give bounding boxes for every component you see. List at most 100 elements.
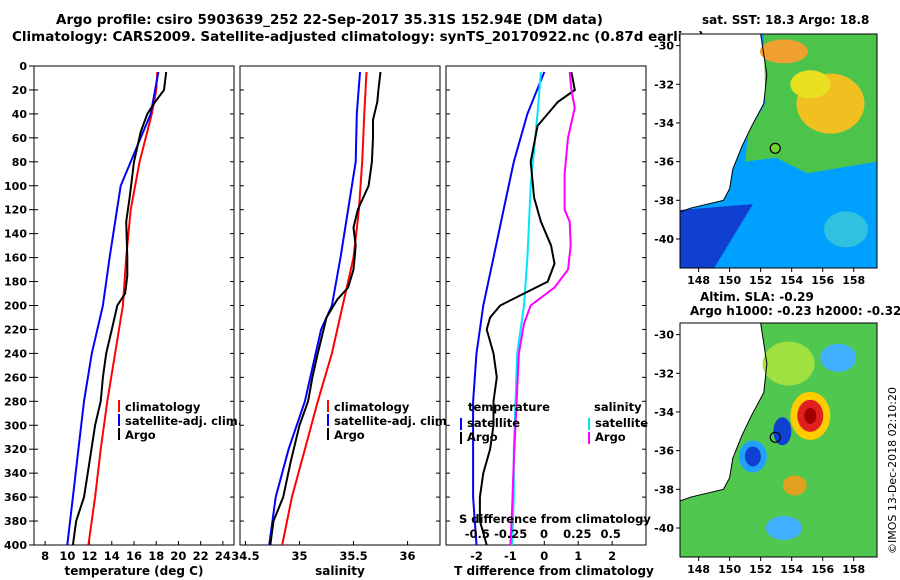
depth-tick-label: 140	[4, 228, 27, 241]
x-tick-label: 8	[41, 549, 49, 563]
x-tick-label: 10	[59, 549, 75, 563]
x-tick-label: 0	[540, 549, 548, 563]
depth-tick-label: 260	[4, 371, 27, 384]
lon-tick-label: 156	[811, 274, 834, 287]
depth-tick-label: 320	[4, 443, 27, 456]
sla-low-core	[744, 446, 761, 467]
sla-map: -30 -32 -34 -36 -38 -40 148 150 152 154 156 158	[654, 322, 878, 576]
legend-title-salinity: salinity	[594, 400, 642, 414]
sst-cold-water	[680, 204, 753, 268]
s-tick-label: -0.5	[465, 527, 490, 541]
x-tick-label: -2	[470, 549, 483, 563]
legend-title-temperature: temperature	[468, 400, 550, 414]
x-tick-label: 35.5	[339, 549, 367, 563]
lat-tick-label: -40	[654, 233, 674, 246]
depth-tick-label: 160	[4, 252, 27, 265]
lon-tick-label: 148	[687, 274, 710, 287]
lat-tick-label: -36	[654, 156, 674, 169]
sst-cool-patch	[823, 211, 868, 248]
series-s-argo	[509, 71, 576, 546]
x-axis-label: T difference from climatology	[454, 564, 654, 578]
x-tick-label: 1	[574, 549, 582, 563]
float-marker	[769, 431, 781, 443]
coastline	[680, 34, 768, 213]
x-tick-label: 14	[104, 549, 120, 563]
legend-label: climatology	[125, 400, 201, 414]
depth-tick-label: 40	[12, 108, 28, 121]
s-axis-label: S difference from climatology	[459, 512, 651, 526]
sla-high-core	[804, 407, 817, 424]
sla-map-frame	[679, 322, 878, 558]
series-t-argo	[478, 71, 576, 546]
x-tick-label: 35	[291, 549, 307, 563]
float-marker	[769, 142, 781, 154]
s-tick-label: 0.25	[563, 527, 591, 541]
depth-tick-label: 20	[12, 84, 28, 97]
lon-tick-label: 152	[749, 563, 772, 576]
sla-title-line1: Altim. SLA: -0.29	[700, 290, 814, 304]
legend-label: satellite-adj. clim.	[334, 414, 451, 428]
figure-title-line1: Argo profile: csiro 5903639_252 22-Sep-2…	[56, 12, 603, 28]
depth-tick-label: 300	[4, 419, 27, 432]
legend-label: Argo	[125, 428, 156, 442]
sst-warm-core	[790, 70, 831, 99]
depth-tick-label: 340	[4, 467, 27, 480]
x-tick-label: 16	[126, 549, 142, 563]
x-tick-label: 20	[170, 549, 186, 563]
depth-tick-label: 0	[19, 60, 27, 73]
legend-label: Argo	[467, 430, 498, 444]
lat-tick-label: -34	[654, 406, 674, 419]
imos-credit: ©IMOS 13-Dec-2018 02:10:20	[886, 387, 899, 554]
x-axis-label: temperature (deg C)	[65, 564, 204, 578]
legend-label: satellite	[467, 416, 520, 430]
lat-tick-label: -38	[654, 194, 674, 207]
lat-tick-label: -40	[654, 522, 674, 535]
depth-tick-label: 360	[4, 491, 27, 504]
depth-tick-label: 180	[4, 276, 27, 289]
x-tick-label: -1	[504, 549, 517, 563]
lon-tick-label: 148	[687, 563, 710, 576]
s-tick-label: 0	[540, 527, 548, 541]
depth-tick-label: 60	[12, 132, 28, 145]
legend-label: satellite	[595, 416, 648, 430]
depth-tick-label: 380	[4, 515, 27, 528]
sla-title-line2: Argo h1000: -0.23 h2000: -0.32	[690, 304, 900, 318]
coastline	[680, 323, 768, 502]
sla-map-field	[680, 323, 877, 557]
depth-tick-label: 280	[4, 395, 27, 408]
lon-tick-label: 156	[811, 563, 834, 576]
s-tick-label: -0.25	[494, 527, 527, 541]
sst-map: -30 -32 -34 -36 -38 -40 148 150 152 154 156 158	[654, 33, 878, 287]
sla-low	[773, 417, 792, 446]
lat-tick-label: -32	[654, 367, 674, 380]
series-climatology	[87, 71, 159, 546]
depth-tick-label: 400	[4, 539, 27, 552]
lat-tick-label: -34	[654, 117, 674, 130]
series-climatology	[281, 71, 368, 546]
x-tick-label: 22	[193, 549, 209, 563]
x-tick-label: 24	[215, 549, 231, 563]
series-argo	[71, 71, 168, 546]
lat-tick-label: -36	[654, 445, 674, 458]
series-argo	[269, 71, 382, 546]
lon-tick-label: 150	[718, 274, 741, 287]
figure-title-line2: Climatology: CARS2009. Satellite-adjuste…	[12, 29, 705, 45]
sla-low	[820, 343, 857, 372]
lon-tick-label: 158	[842, 274, 865, 287]
lon-tick-label: 152	[749, 274, 772, 287]
sst-warm-core	[759, 39, 808, 64]
depth-tick-label: 120	[4, 204, 27, 217]
lon-tick-label: 154	[780, 274, 803, 287]
sst-map-frame	[679, 33, 878, 269]
x-tick-label: 2	[608, 549, 616, 563]
series-satellite-adj-clim-	[66, 71, 160, 546]
lat-tick-label: -32	[654, 78, 674, 91]
s-tick-label: 0.5	[600, 527, 620, 541]
panel-salinity: 34.5 35 35.5 36 salinity climatologysatellite…	[231, 65, 451, 578]
depth-tick-label: 220	[4, 323, 27, 336]
depth-tick-label: 100	[4, 180, 27, 193]
series-t-satellite	[472, 71, 546, 546]
panel-frame	[239, 65, 441, 546]
x-tick-label: 18	[148, 549, 164, 563]
